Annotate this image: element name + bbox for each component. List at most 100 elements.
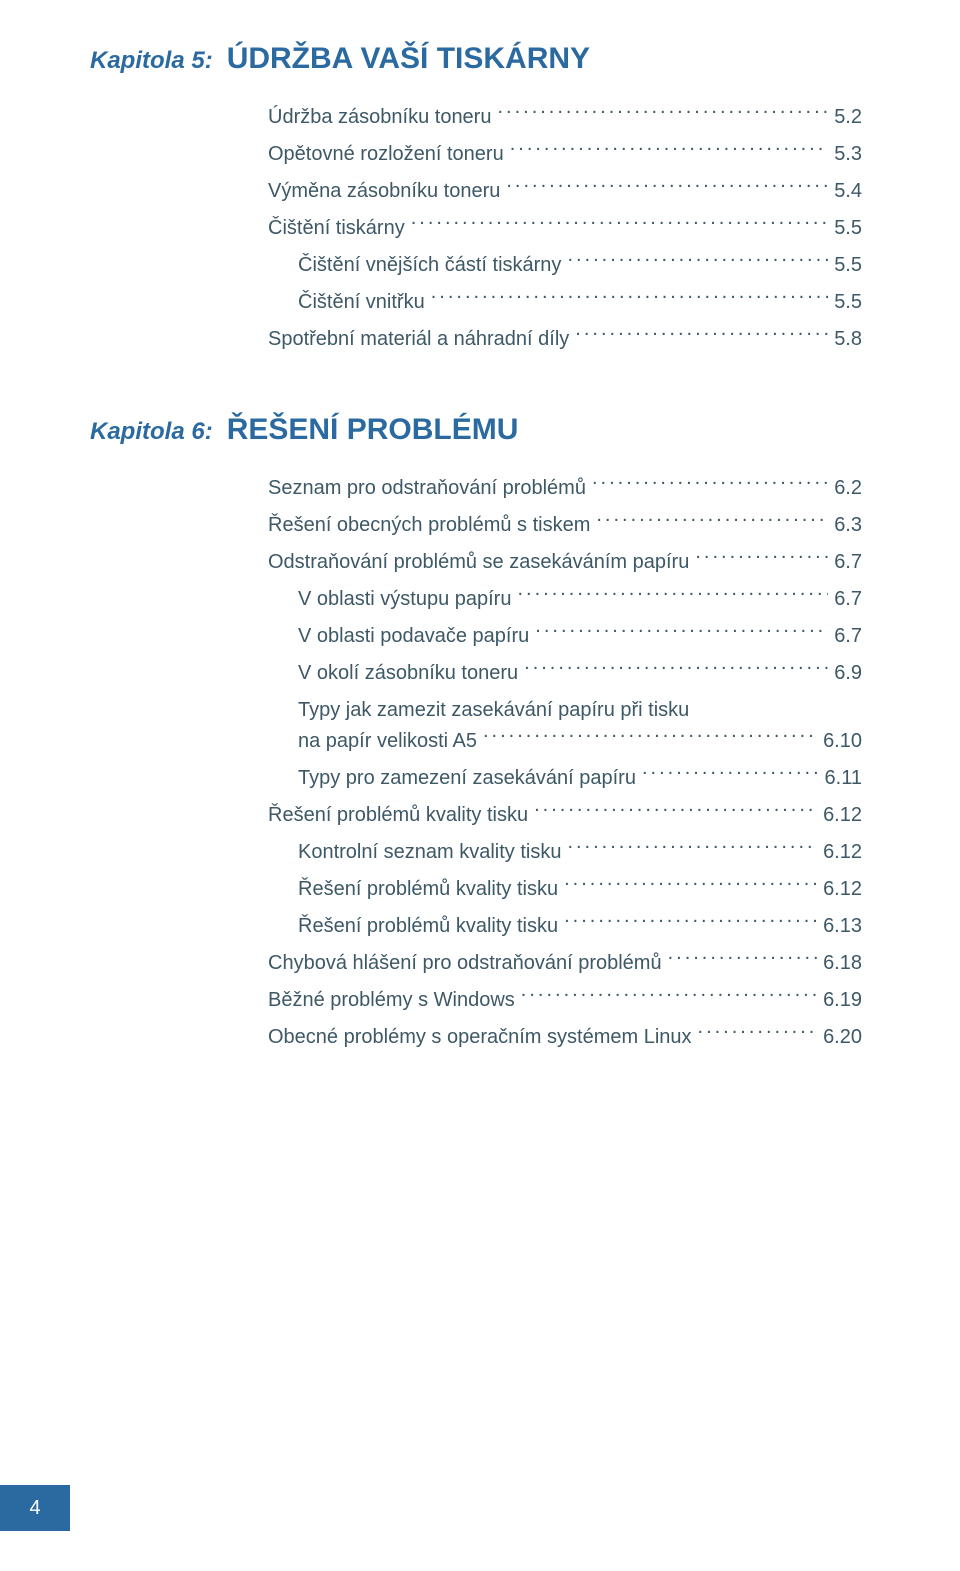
- toc-leader-dots: [567, 251, 828, 271]
- toc-entry-label: Řešení problémů kvality tisku: [298, 874, 558, 905]
- toc-entry-label: Spotřební materiál a náhradní díly: [268, 324, 569, 355]
- toc-entry-page: 5.2: [834, 102, 862, 133]
- toc-entry-label: Řešení obecných problémů s tiskem: [268, 510, 590, 541]
- toc-entry: Kontrolní seznam kvality tisku 6.12: [268, 837, 862, 868]
- toc-list: Údržba zásobníku toneru 5.2 Opětovné rozlo…: [90, 102, 870, 355]
- toc-leader-dots: [497, 103, 828, 123]
- toc-entry: Řešení obecných problémů s tiskem 6.3: [268, 510, 862, 541]
- toc-leader-dots: [524, 659, 828, 679]
- toc-entry-page: 6.13: [823, 911, 862, 942]
- toc-entry-label: Obecné problémy s operačním systémem Lin…: [268, 1022, 692, 1053]
- chapter-header: Kapitola 5: ÚDRŽBA VAŠÍ TISKÁRNY: [90, 42, 870, 76]
- toc-entry-page: 6.18: [823, 948, 862, 979]
- toc-leader-dots: [506, 177, 828, 197]
- toc-entry-page: 6.3: [834, 510, 862, 541]
- toc-entry-page: 5.3: [834, 139, 862, 170]
- toc-entry-page: 5.5: [834, 213, 862, 244]
- toc-entry-label: na papír velikosti A5: [298, 726, 477, 757]
- toc-leader-dots: [510, 140, 828, 160]
- chapter: Kapitola 6: ŘEŠENÍ PROBLÉMU Seznam pro ods…: [90, 413, 870, 1053]
- toc-entry-label: Seznam pro odstraňování problémů: [268, 473, 586, 504]
- chapter: Kapitola 5: ÚDRŽBA VAŠÍ TISKÁRNY Údržba zá…: [90, 42, 870, 355]
- toc-leader-dots: [575, 325, 828, 345]
- toc-entry-page: 5.4: [834, 176, 862, 207]
- toc-leader-dots: [596, 511, 828, 531]
- toc-entry-page: 5.5: [834, 287, 862, 318]
- toc-entry-label: V oblasti podavače papíru: [298, 621, 529, 652]
- toc-entry-page: 6.7: [834, 547, 862, 578]
- toc-entry: Čištění vnitřku 5.5: [268, 287, 862, 318]
- toc-entry-page: 6.7: [834, 584, 862, 615]
- toc-entry-label: Kontrolní seznam kvality tisku: [298, 837, 561, 868]
- toc-entry: Chybová hlášení pro odstraňování problém…: [268, 948, 862, 979]
- toc-entry-label: Údržba zásobníku toneru: [268, 102, 491, 133]
- toc-entry: Čištění vnějších částí tiskárny 5.5: [268, 250, 862, 281]
- toc-entry-label: Chybová hlášení pro odstraňování problém…: [268, 948, 662, 979]
- toc-entry: Opětovné rozložení toneru 5.3: [268, 139, 862, 170]
- toc-leader-dots: [642, 764, 819, 784]
- page-number: 4: [29, 1497, 40, 1520]
- toc-leader-dots: [592, 474, 828, 494]
- toc-leader-dots: [534, 801, 817, 821]
- toc-entry: Řešení problémů kvality tisku 6.12: [268, 874, 862, 905]
- toc-entry-page: 5.8: [834, 324, 862, 355]
- toc-entry-label: Čištění vnějších částí tiskárny: [298, 250, 561, 281]
- toc-entry-page: 6.12: [823, 874, 862, 905]
- chapter-header: Kapitola 6: ŘEŠENÍ PROBLÉMU: [90, 413, 870, 447]
- toc-entry: Čištění tiskárny 5.5: [268, 213, 862, 244]
- toc-entry: V oblasti podavače papíru 6.7: [268, 621, 862, 652]
- toc-entry: Typy pro zamezení zasekávání papíru 6.11: [268, 763, 862, 794]
- toc-entry-page: 6.20: [823, 1022, 862, 1053]
- chapter-title: ÚDRŽBA VAŠÍ TISKÁRNY: [227, 42, 590, 76]
- toc-entry: V oblasti výstupu papíru6.7: [268, 584, 862, 615]
- chapter-label: Kapitola 5:: [90, 47, 213, 75]
- toc-leader-dots: [483, 727, 817, 747]
- toc-leader-dots: [564, 912, 817, 932]
- toc-entry-label: Čištění vnitřku: [298, 287, 425, 318]
- toc-entry-label: V okolí zásobníku toneru: [298, 658, 518, 689]
- chapter-title: ŘEŠENÍ PROBLÉMU: [227, 413, 519, 447]
- toc-entry: V okolí zásobníku toneru 6.9: [268, 658, 862, 689]
- toc-entry: Obecné problémy s operačním systémem Lin…: [268, 1022, 862, 1053]
- toc-entry-page: 6.12: [823, 837, 862, 868]
- toc-entry-label: Běžné problémy s Windows: [268, 985, 515, 1016]
- toc-leader-dots: [517, 585, 828, 605]
- toc-entry-label: Řešení problémů kvality tisku: [268, 800, 528, 831]
- toc-entry-label: Typy pro zamezení zasekávání papíru: [298, 763, 636, 794]
- toc-entry-page: 6.11: [825, 763, 862, 794]
- toc-entry-label: Odstraňování problémů se zasekáváním pap…: [268, 547, 689, 578]
- toc-entry-page: 6.19: [823, 985, 862, 1016]
- toc-entry-label: Typy jak zamezit zasekávání papíru při t…: [298, 695, 862, 726]
- page-number-badge: 4: [0, 1485, 70, 1531]
- toc-entry-page: 5.5: [834, 250, 862, 281]
- toc-entry: Výměna zásobníku toneru 5.4: [268, 176, 862, 207]
- toc-entry-label: Výměna zásobníku toneru: [268, 176, 500, 207]
- toc-leader-dots: [668, 949, 817, 969]
- toc-entry: Typy jak zamezit zasekávání papíru při t…: [268, 695, 862, 757]
- toc-leader-dots: [564, 875, 817, 895]
- toc-leader-dots: [431, 288, 828, 308]
- toc-leader-dots: [535, 622, 828, 642]
- toc-entry: Běžné problémy s Windows 6.19: [268, 985, 862, 1016]
- toc-entry-page: 6.7: [834, 621, 862, 652]
- toc-entry: Spotřební materiál a náhradní díly 5.8: [268, 324, 862, 355]
- toc-entry: Odstraňování problémů se zasekáváním pap…: [268, 547, 862, 578]
- toc-entry-page: 6.9: [834, 658, 862, 689]
- toc-entry-label: Řešení problémů kvality tisku: [298, 911, 558, 942]
- page-content: Kapitola 5: ÚDRŽBA VAŠÍ TISKÁRNY Údržba zá…: [0, 0, 960, 1053]
- chapter-label: Kapitola 6:: [90, 418, 213, 446]
- toc-entry: Řešení problémů kvality tisku 6.13: [268, 911, 862, 942]
- toc-leader-dots: [411, 214, 828, 234]
- toc-entry-label: Opětovné rozložení toneru: [268, 139, 504, 170]
- toc-list: Seznam pro odstraňování problémů 6.2 Řešen…: [90, 473, 870, 1053]
- toc-leader-dots: [698, 1023, 818, 1043]
- toc-entry-label: Čištění tiskárny: [268, 213, 405, 244]
- toc-entry: Údržba zásobníku toneru 5.2: [268, 102, 862, 133]
- toc-leader-dots: [521, 986, 817, 1006]
- toc-entry: Řešení problémů kvality tisku 6.12: [268, 800, 862, 831]
- toc-entry-page: 6.2: [834, 473, 862, 504]
- toc-entry-page: 6.10: [823, 726, 862, 757]
- toc-entry-page: 6.12: [823, 800, 862, 831]
- toc-leader-dots: [567, 838, 817, 858]
- toc-entry: Seznam pro odstraňování problémů 6.2: [268, 473, 862, 504]
